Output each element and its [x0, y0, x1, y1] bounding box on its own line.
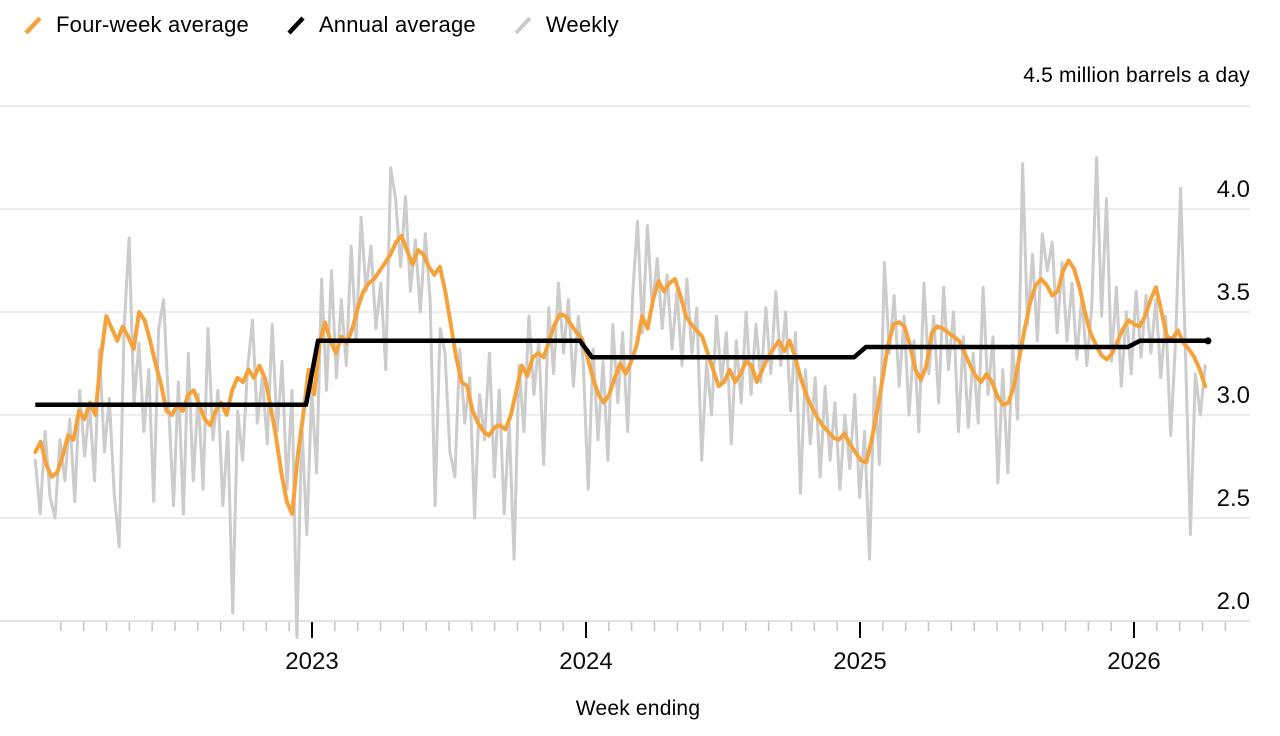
y-axis-unit-label: 4.5 million barrels a day: [1023, 64, 1250, 87]
y-tick-label-2.0: 2.0: [1217, 588, 1250, 615]
legend-label-four-week-average: Four-week average: [56, 12, 249, 37]
y-tick-label-3.0: 3.0: [1217, 382, 1250, 409]
x-axis-title: Week ending: [575, 697, 701, 720]
legend-label-annual-average: Annual average: [318, 12, 476, 37]
x-tick-label-2025: 2025: [833, 648, 886, 675]
y-tick-label-2.5: 2.5: [1217, 485, 1250, 512]
annual-average-slash-icon: [287, 16, 305, 35]
annual-average-endpoint-dot: [1204, 337, 1212, 345]
legend-label-weekly: Weekly: [545, 12, 619, 37]
four-week-average-slash-icon: [24, 16, 42, 35]
weekly-line: [33, 156, 1207, 639]
four-week-average-line: [33, 233, 1208, 516]
x-tick-label-2023: 2023: [285, 648, 338, 675]
y-tick-label-3.5: 3.5: [1217, 279, 1250, 306]
weekly-slash-icon: [514, 16, 532, 35]
annual-average-line: [35, 338, 1208, 407]
legend: Four-week average Annual average Weekly: [22, 12, 619, 38]
x-tick-label-2024: 2024: [559, 648, 612, 675]
legend-item-four-week-average: Four-week average: [22, 12, 249, 38]
legend-item-annual-average: Annual average: [285, 12, 476, 38]
x-tick-label-2026: 2026: [1107, 648, 1160, 675]
y-tick-label-4.0: 4.0: [1217, 176, 1250, 203]
legend-item-weekly: Weekly: [512, 12, 619, 38]
